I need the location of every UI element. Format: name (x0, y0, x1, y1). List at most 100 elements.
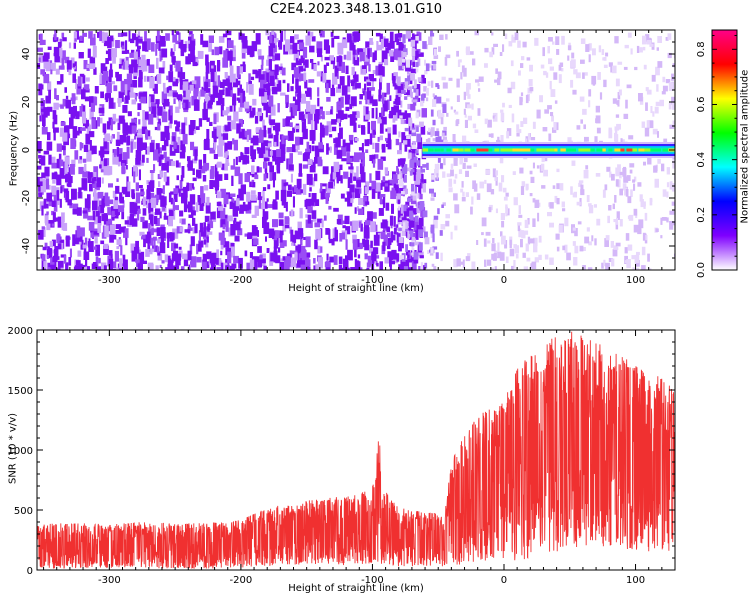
noise-cell (369, 40, 373, 45)
speckle-cell (453, 179, 457, 184)
noise-cell (242, 61, 246, 70)
noise-cell (390, 234, 396, 241)
speckle-cell (460, 188, 464, 193)
noise-cell (159, 211, 162, 219)
noise-cell (388, 50, 394, 57)
noise-cell (80, 127, 86, 131)
speckle-cell (612, 249, 618, 257)
noise-cell (294, 185, 297, 193)
noise-cell (294, 99, 301, 112)
speckle-cell (413, 88, 417, 93)
noise-cell (308, 79, 315, 83)
speckle-cell (401, 58, 406, 63)
noise-cell (53, 127, 59, 133)
noise-cell (333, 255, 338, 265)
noise-cell (379, 33, 383, 42)
noise-cell (43, 52, 50, 59)
noise-cell (250, 76, 255, 81)
noise-cell (289, 186, 295, 191)
noise-cell (97, 223, 101, 233)
noise-cell (41, 226, 45, 230)
noise-cell (247, 199, 252, 210)
speckle-cell (427, 81, 431, 87)
speckle-cell (615, 179, 619, 187)
noise-cell (276, 151, 283, 163)
noise-cell (244, 250, 248, 257)
noise-cell (160, 195, 165, 207)
speckle-cell (581, 247, 586, 251)
noise-cell (180, 141, 185, 151)
noise-cell (317, 156, 322, 167)
noise-cell (206, 236, 209, 243)
noise-cell (103, 126, 106, 135)
speckle-cell (532, 218, 536, 227)
speckle-cell (430, 252, 434, 256)
speckle-cell (538, 254, 542, 260)
noise-cell (102, 71, 109, 81)
noise-cell (276, 149, 281, 157)
noise-cell (278, 247, 281, 253)
noise-cell (420, 125, 426, 135)
noise-cell (145, 249, 150, 257)
speckle-cell (438, 109, 442, 119)
noise-cell (222, 57, 228, 68)
noise-cell (396, 232, 401, 243)
speckle-cell (604, 184, 608, 191)
noise-cell (187, 53, 192, 62)
speckle-cell (618, 89, 622, 96)
speckle-cell (534, 37, 539, 46)
noise-cell (263, 222, 270, 234)
speckle-cell (502, 44, 505, 52)
noise-cell (337, 84, 341, 89)
noise-cell (122, 61, 125, 70)
noise-cell (251, 41, 258, 52)
speckle-cell (501, 235, 506, 245)
noise-cell (378, 89, 382, 98)
noise-cell (220, 207, 226, 220)
noise-cell (216, 266, 222, 270)
noise-cell (227, 215, 233, 222)
noise-cell (121, 207, 125, 220)
speckle-cell (409, 159, 415, 169)
speckle-cell (604, 269, 610, 270)
noise-cell (294, 149, 299, 153)
speckle-cell (495, 68, 498, 74)
noise-cell (81, 178, 87, 190)
speckle-cell (561, 68, 564, 72)
band-core (560, 148, 566, 152)
speckle-cell (442, 171, 446, 178)
noise-cell (290, 257, 297, 268)
speckle-cell (544, 157, 548, 162)
noise-cell (337, 101, 342, 106)
noise-cell (150, 214, 154, 227)
noise-cell (328, 229, 331, 240)
speckle-cell (579, 96, 585, 102)
speckle-cell (671, 73, 674, 81)
speckle-cell (673, 53, 675, 59)
noise-cell (232, 138, 235, 145)
noise-cell (108, 253, 113, 262)
noise-cell (171, 160, 176, 167)
noise-cell (292, 105, 298, 110)
noise-cell (147, 239, 151, 252)
speckle-cell (419, 206, 423, 211)
speckle-cell (598, 45, 602, 53)
speckle-cell (520, 186, 525, 195)
noise-cell (349, 140, 354, 145)
noise-cell (244, 173, 250, 183)
noise-cell (298, 66, 303, 72)
noise-cell (106, 121, 111, 130)
noise-cell (135, 192, 141, 204)
noise-cell (399, 142, 402, 152)
noise-cell (375, 32, 381, 37)
noise-cell (261, 74, 265, 81)
speckle-cell (574, 245, 579, 254)
noise-cell (121, 50, 127, 54)
noise-cell (300, 189, 305, 194)
speckle-cell (608, 129, 613, 139)
noise-cell (124, 220, 129, 225)
noise-cell (368, 87, 375, 91)
noise-cell (98, 257, 101, 264)
noise-cell (310, 120, 314, 131)
colorbar (711, 29, 738, 271)
